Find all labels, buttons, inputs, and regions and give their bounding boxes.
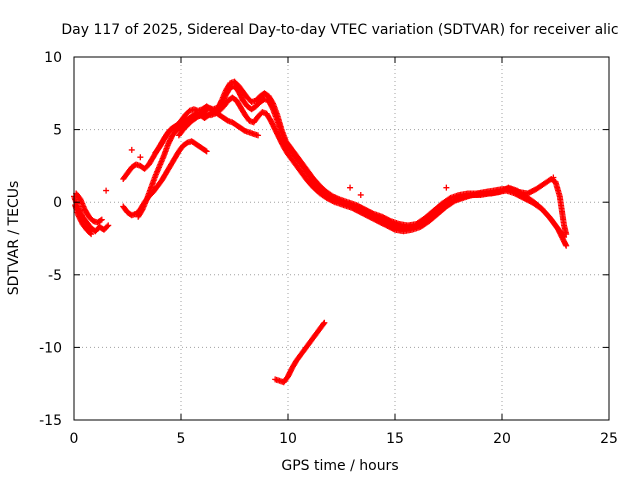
data-point [104,223,111,230]
data-point [137,154,144,161]
plot-frame [73,56,610,421]
tick-layer: 0 5 10 15 20 25 10 5 0 -5 -10 -15 [39,50,618,447]
x-tick-label: 0 [70,431,79,447]
chart-title: Day 117 of 2025, Sidereal Day-to-day VTE… [61,22,618,38]
data-point [103,187,110,194]
y-tick-label: -5 [48,268,62,284]
data-point [347,184,354,191]
data-point [203,148,210,155]
x-tick-label: 5 [177,431,186,447]
y-axis-label: SDTVAR / TECUs [6,181,22,296]
data-point [550,174,557,181]
data-point [321,319,328,326]
data-point [357,191,364,198]
x-axis-label: GPS time / hours [281,458,398,474]
data-point [255,132,262,139]
data-point [105,222,112,229]
data-point [561,234,568,241]
series-track-h [152,103,262,156]
data-point [87,230,94,237]
points-layer [71,78,570,386]
y-tick-label: 10 [44,50,62,66]
data-point [560,232,567,239]
data-point [202,147,209,154]
x-tick-label: 25 [600,431,618,447]
data-point [128,146,135,153]
data-point [97,217,104,224]
y-tick-label: 0 [53,195,62,211]
y-tick-label: -10 [39,340,62,356]
data-point [320,320,327,327]
series-track-i [272,319,328,386]
y-tick-label: 5 [53,123,62,139]
series-sparse [103,146,557,198]
data-point [98,216,105,223]
x-tick-label: 20 [493,431,511,447]
data-point [88,231,95,238]
series-track-b [73,190,105,226]
data-point [443,184,450,191]
y-tick-label: -15 [39,413,62,429]
series-track-c [72,202,95,238]
data-point [138,207,145,214]
x-tick-label: 15 [386,431,404,447]
data-point [563,242,570,249]
x-tick-label: 10 [279,431,297,447]
